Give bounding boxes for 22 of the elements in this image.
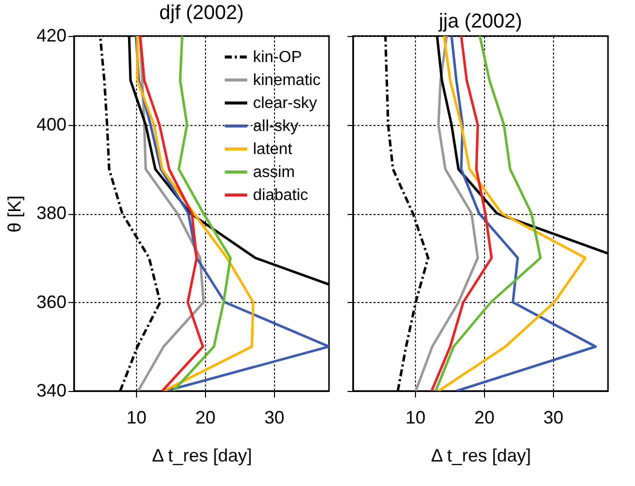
x-axis-title: Δ t_res [day]	[430, 446, 532, 466]
chart-title: jja (2002)	[438, 10, 522, 32]
x-axis-title: Δ t_res [day]	[152, 446, 252, 466]
legend-label: kin-OP	[253, 49, 302, 66]
legend-label: clear-sky	[253, 95, 318, 112]
x-tick-label: 10	[406, 408, 426, 428]
x-tick-label: 20	[195, 408, 216, 428]
x-tick-label: 30	[264, 408, 284, 428]
legend-label: diabatic	[253, 187, 308, 204]
y-tick-label: 420	[36, 26, 66, 46]
y-tick-label: 400	[36, 114, 66, 134]
legend-label: assim	[253, 164, 295, 181]
x-tick-label: 20	[474, 408, 494, 428]
y-tick-label: 360	[36, 292, 66, 312]
y-tick-label: 340	[36, 380, 66, 400]
x-tick-label: 10	[126, 408, 147, 428]
legend-label: kinematic	[253, 72, 321, 89]
y-tick-label: 380	[36, 203, 66, 223]
x-tick-label: 30	[543, 408, 564, 428]
legend-label: latent	[253, 141, 293, 158]
y-axis-title: θ [K]	[4, 195, 24, 233]
chart-title: djf (2002)	[159, 2, 244, 24]
